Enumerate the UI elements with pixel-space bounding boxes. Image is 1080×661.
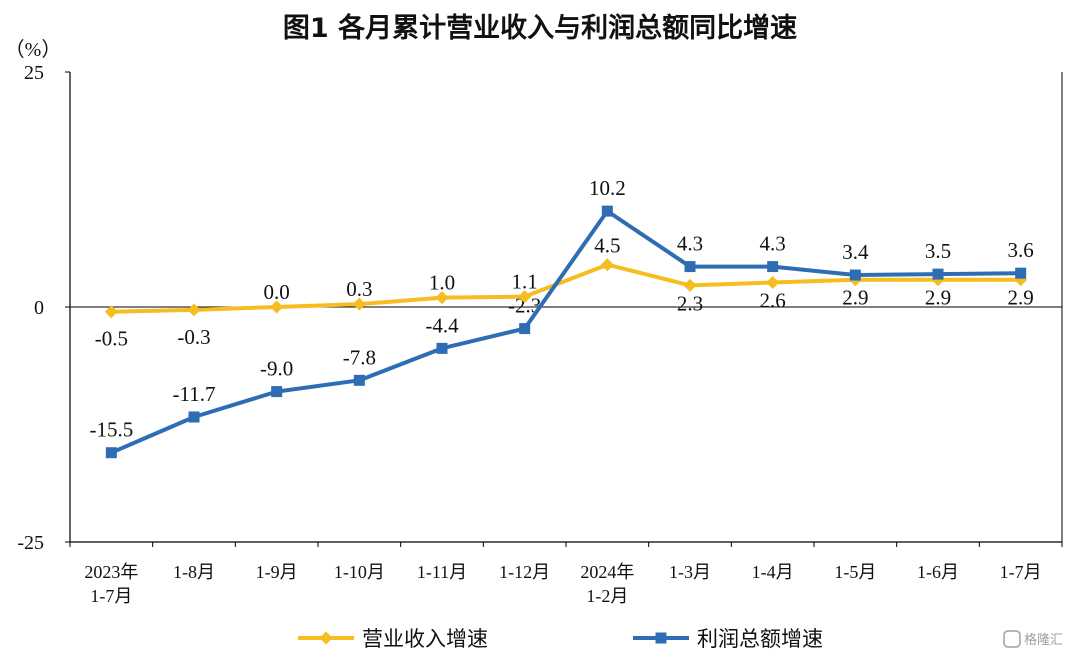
revenue-point bbox=[270, 300, 284, 314]
x-tick-label: 1-11月 bbox=[417, 562, 467, 582]
series bbox=[104, 205, 1028, 459]
revenue-data-label: 2.9 bbox=[1008, 286, 1034, 310]
legend-item-revenue: 营业收入增速 bbox=[298, 627, 488, 651]
revenue-point bbox=[683, 278, 697, 292]
y-tick-label: -25 bbox=[17, 532, 44, 554]
legend-item-profit: 利润总额增速 bbox=[633, 627, 823, 651]
profit-point bbox=[519, 323, 531, 335]
y-axis-unit: （%） bbox=[5, 38, 62, 61]
watermark-text: 格隆汇 bbox=[1024, 632, 1063, 648]
y-tick-label: 25 bbox=[24, 62, 44, 84]
revenue-point bbox=[766, 276, 780, 290]
revenue-data-label: 0.0 bbox=[264, 280, 290, 304]
profit-point bbox=[353, 374, 365, 386]
x-tick-label: 1-4月 bbox=[752, 562, 794, 582]
profit-point bbox=[436, 342, 448, 354]
legend: 营业收入增速 利润总额增速 bbox=[298, 627, 823, 651]
x-tick-label: 1-7月 bbox=[1000, 562, 1042, 582]
profit-line bbox=[110, 209, 1021, 455]
profit-point bbox=[188, 411, 200, 423]
revenue-point bbox=[600, 258, 614, 272]
revenue-point bbox=[435, 291, 449, 305]
x-tick-label: 1-9月 bbox=[256, 562, 298, 582]
x-tick-label: 2024年 1-2月 bbox=[580, 562, 634, 606]
x-tick-label: 1-8月 bbox=[173, 562, 215, 582]
y-tick-label: 0 bbox=[34, 297, 44, 319]
legend-label: 营业收入增速 bbox=[362, 627, 488, 651]
profit-data-label: 3.6 bbox=[1008, 238, 1034, 262]
revenue-data-label: 2.9 bbox=[925, 286, 951, 310]
revenue-point bbox=[187, 303, 201, 317]
profit-data-label: 4.3 bbox=[760, 232, 786, 256]
profit-point bbox=[601, 205, 613, 217]
revenue-data-label: -0.3 bbox=[177, 325, 210, 349]
profit-data-label: 10.2 bbox=[589, 176, 626, 200]
watermark: 格隆汇 bbox=[1003, 630, 1063, 648]
revenue-data-label: 2.3 bbox=[677, 291, 703, 315]
profit-data-label: -7.8 bbox=[343, 345, 376, 369]
profit-data-label: -11.7 bbox=[173, 382, 216, 406]
profit-point bbox=[849, 269, 861, 281]
x-tick-label: 2023年 1-7月 bbox=[84, 562, 138, 606]
revenue-data-label: 0.3 bbox=[346, 277, 372, 301]
legend-swatch-marker bbox=[655, 632, 667, 644]
revenue-data-label: 4.5 bbox=[594, 234, 620, 258]
revenue-data-label: 2.6 bbox=[760, 289, 786, 313]
x-tick-label: 1-12月 bbox=[499, 562, 550, 582]
profit-data-label: -9.0 bbox=[260, 357, 293, 381]
revenue-data-label: -0.5 bbox=[95, 327, 128, 351]
revenue-point bbox=[518, 290, 532, 304]
revenue-data-label: 1.0 bbox=[429, 271, 455, 295]
legend-label: 利润总额增速 bbox=[697, 627, 823, 651]
profit-point bbox=[767, 261, 779, 273]
profit-point bbox=[684, 261, 696, 273]
x-tick-label: 1-6月 bbox=[917, 562, 959, 582]
profit-data-label: 3.4 bbox=[842, 240, 869, 264]
revenue-data-label: 1.1 bbox=[512, 270, 538, 294]
revenue-data-label: 2.9 bbox=[842, 286, 868, 310]
series-profit bbox=[105, 205, 1027, 459]
x-tick-label: 1-5月 bbox=[834, 562, 876, 582]
revenue-line bbox=[111, 262, 1021, 314]
profit-point bbox=[271, 386, 283, 398]
revenue-point bbox=[352, 297, 366, 311]
chart-title: 图1 各月累计营业收入与利润总额同比增速 bbox=[282, 13, 798, 44]
legend-swatch-marker bbox=[319, 631, 333, 645]
profit-data-label: 4.3 bbox=[677, 232, 703, 256]
profit-data-label: -15.5 bbox=[89, 418, 133, 442]
axes: （%）25 0 -25 2023年 1-7月 1-8月 1-9月 1-10月 1-11月 1-12… bbox=[5, 38, 1063, 606]
profit-point bbox=[105, 447, 117, 459]
x-tick-label: 1-10月 bbox=[334, 562, 385, 582]
revenue-point bbox=[104, 305, 118, 319]
series-revenue bbox=[104, 258, 1028, 319]
profit-point bbox=[1015, 267, 1027, 279]
data-labels: -0.5 -0.3 0.0 0.3 1.0 1.1 4.5 2.3 2.6 2.9 2.9 2.9 -1… bbox=[89, 176, 1033, 442]
profit-data-label: 3.5 bbox=[925, 239, 951, 263]
profit-data-label: -4.4 bbox=[425, 313, 459, 337]
profit-point bbox=[932, 268, 944, 280]
x-tick-label: 1-3月 bbox=[669, 562, 711, 582]
watermark-logo-icon bbox=[1003, 630, 1021, 648]
